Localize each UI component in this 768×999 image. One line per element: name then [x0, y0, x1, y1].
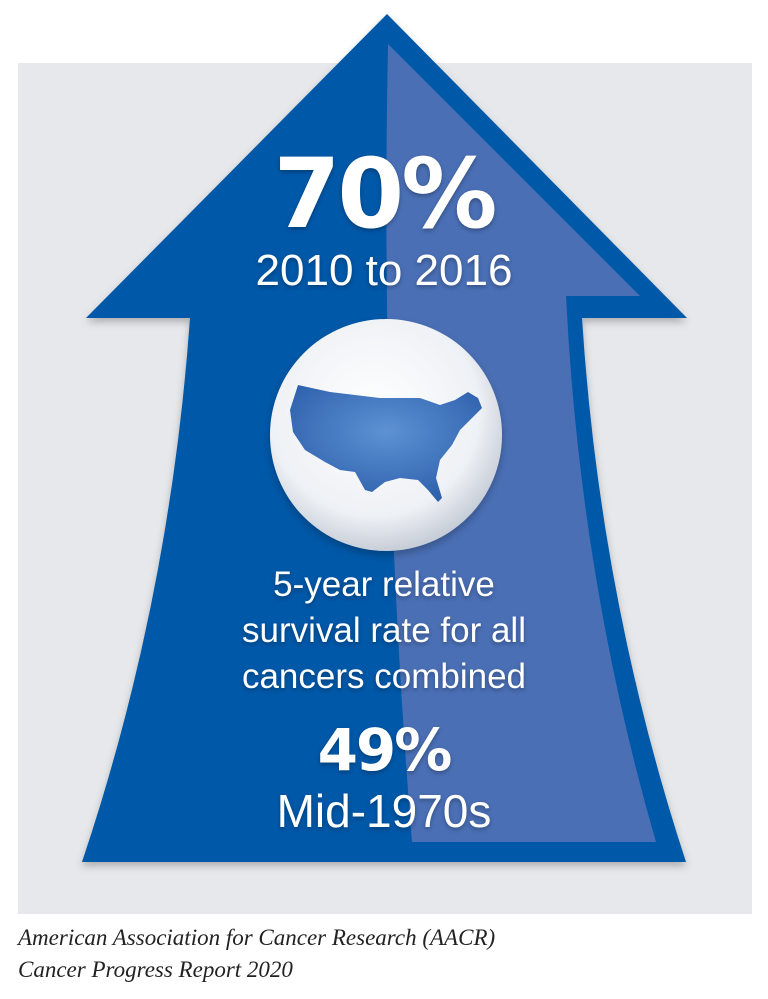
source-caption: Cancer Progress Report 2020 — [18, 957, 293, 982]
past-survival-rate: 49% — [317, 716, 453, 784]
past-period: Mid-1970s — [276, 785, 492, 837]
usa-map — [290, 385, 482, 502]
current-survival-rate: 70% — [273, 138, 498, 250]
description-line: 5-year relative — [273, 565, 495, 604]
current-period: 2010 to 2016 — [255, 246, 513, 295]
arrow-highlight — [386, 44, 656, 842]
globe-usa-map-icon — [270, 319, 502, 551]
source-caption: American Association for Cancer Research… — [18, 925, 496, 950]
description-line: cancers combined — [241, 657, 527, 696]
description: 5-year relative survival rate for all ca… — [0, 562, 768, 700]
description-line: survival rate for all — [242, 611, 526, 650]
